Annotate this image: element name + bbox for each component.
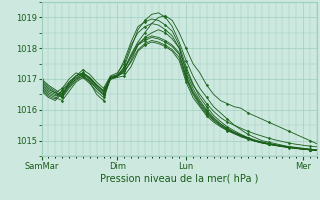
X-axis label: Pression niveau de la mer( hPa ): Pression niveau de la mer( hPa )	[100, 173, 258, 183]
